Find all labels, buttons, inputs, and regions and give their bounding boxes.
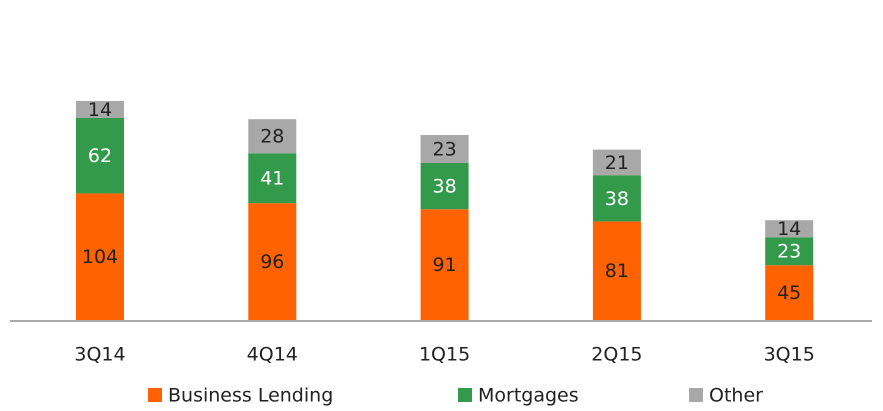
bar-segment	[420, 163, 469, 210]
bar-segment	[765, 220, 814, 238]
bar-segment	[248, 119, 297, 154]
data-label: 23	[433, 139, 457, 161]
bar-segment	[592, 221, 641, 320]
bar-segment	[76, 100, 124, 118]
legend-label: Other	[709, 385, 763, 407]
data-label: 81	[605, 260, 629, 282]
bar-segment	[76, 193, 124, 320]
data-label: 28	[260, 126, 284, 148]
bar-segment	[248, 203, 297, 320]
data-label: 14	[777, 218, 801, 240]
data-label: 91	[433, 254, 457, 276]
data-label: 45	[777, 282, 801, 304]
bar-segment	[76, 117, 124, 194]
data-label: 62	[88, 145, 112, 167]
x-tick-label: 2Q15	[591, 344, 642, 366]
bar-segment	[765, 237, 814, 266]
legend-swatch	[148, 388, 162, 402]
data-label: 38	[605, 188, 629, 210]
legend-label: Mortgages	[478, 385, 579, 407]
data-label: 41	[260, 168, 284, 190]
bar-segment	[592, 175, 641, 222]
data-label: 38	[433, 176, 457, 198]
bar-segment	[420, 135, 469, 164]
bar-segment	[592, 149, 641, 176]
data-label: 23	[777, 241, 801, 263]
legend-label: Business Lending	[168, 385, 333, 407]
x-tick-label: 3Q14	[74, 344, 125, 366]
x-tick-label: 1Q15	[419, 344, 470, 366]
bar-segment	[420, 209, 469, 320]
data-label: 14	[88, 99, 112, 121]
bar-segment	[765, 265, 814, 320]
legend-swatch	[689, 388, 703, 402]
data-label: 96	[260, 251, 284, 273]
legend-swatch	[458, 388, 472, 402]
data-label: 21	[605, 152, 629, 174]
bar-segment	[248, 153, 297, 204]
data-label: 104	[82, 246, 118, 268]
x-tick-label: 3Q15	[764, 344, 815, 366]
x-tick-label: 4Q14	[247, 344, 298, 366]
